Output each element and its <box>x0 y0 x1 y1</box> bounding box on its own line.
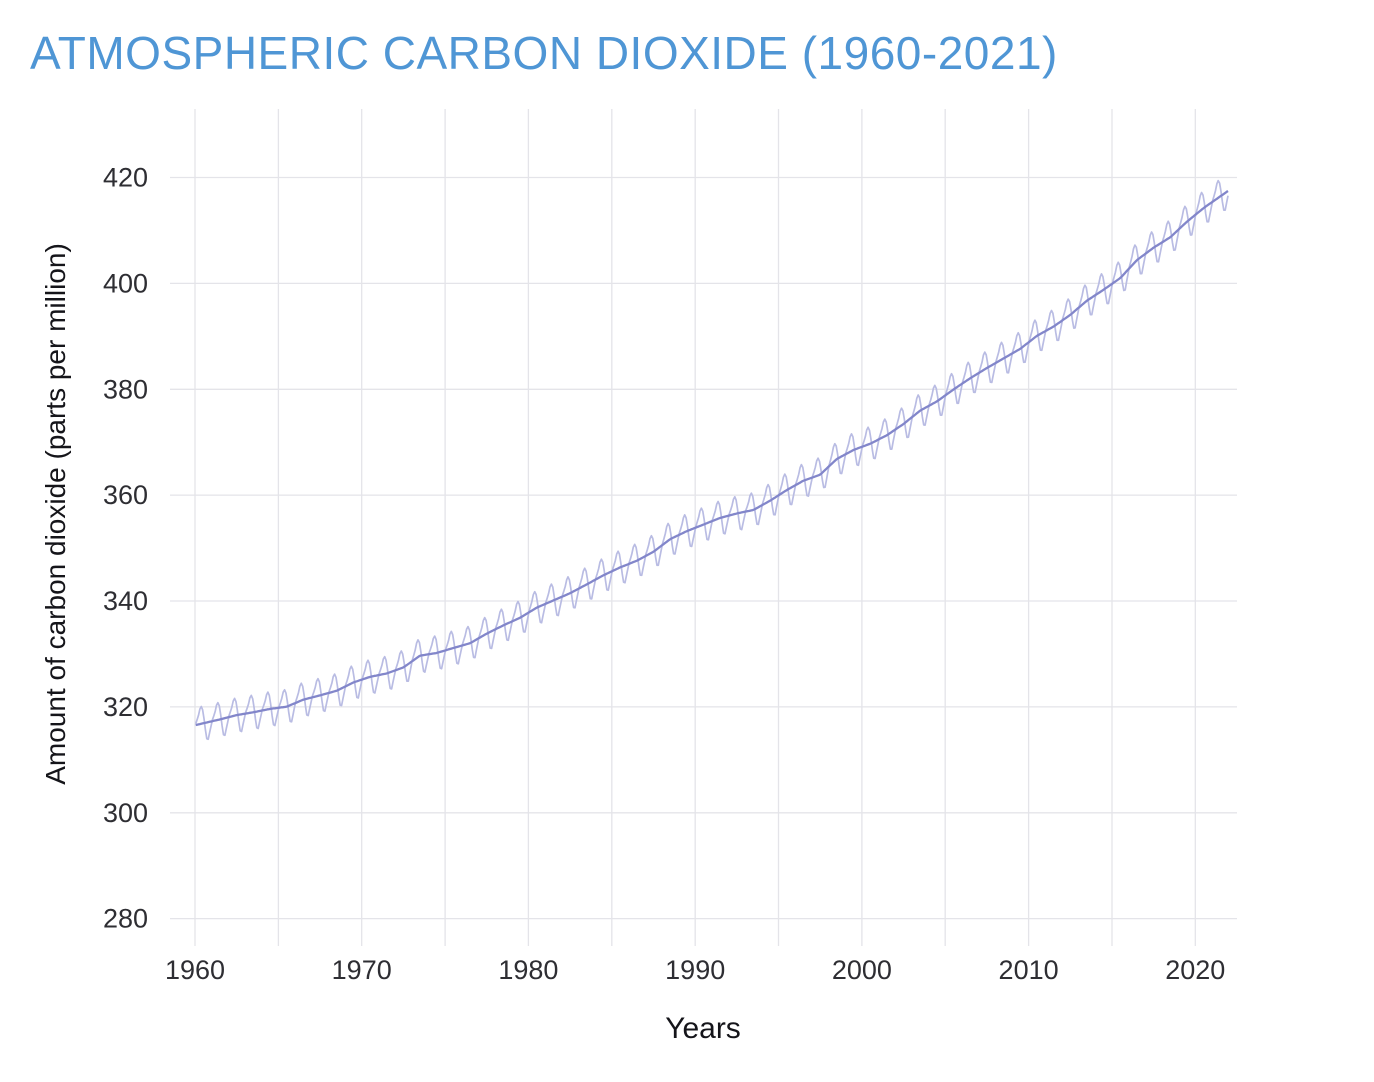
seasonal-series-line <box>194 179 1229 741</box>
y-tick-label: 400 <box>103 268 148 298</box>
x-tick-label: 1980 <box>498 955 558 985</box>
y-tick-label: 280 <box>103 904 148 934</box>
y-tick-label: 340 <box>103 586 148 616</box>
x-axis-title: Years <box>665 1012 741 1045</box>
y-tick-label: 320 <box>103 692 148 722</box>
y-tick-label: 360 <box>103 480 148 510</box>
x-tick-label: 2010 <box>999 955 1059 985</box>
trend-series-line <box>195 190 1229 727</box>
chart-title: ATMOSPHERIC CARBON DIOXIDE (1960-2021) <box>30 27 1058 79</box>
y-axis-title: Amount of carbon dioxide (parts per mill… <box>40 243 71 785</box>
x-tick-label: 1970 <box>332 955 392 985</box>
x-tick-label: 2000 <box>832 955 892 985</box>
x-tick-label: 1960 <box>165 955 225 985</box>
co2-chart: 280 300 320 340 360 380 400 420 1960 1970 1980 1990… <box>0 84 1374 1074</box>
x-tick-label: 1990 <box>665 955 725 985</box>
y-tick-label: 420 <box>103 163 148 193</box>
chart-plot-svg: 280 300 320 340 360 380 400 420 1960 1970 1980 1990… <box>103 109 1237 985</box>
x-tick-label: 2020 <box>1165 955 1225 985</box>
y-tick-label: 300 <box>103 798 148 828</box>
y-tick-label: 380 <box>103 374 148 404</box>
